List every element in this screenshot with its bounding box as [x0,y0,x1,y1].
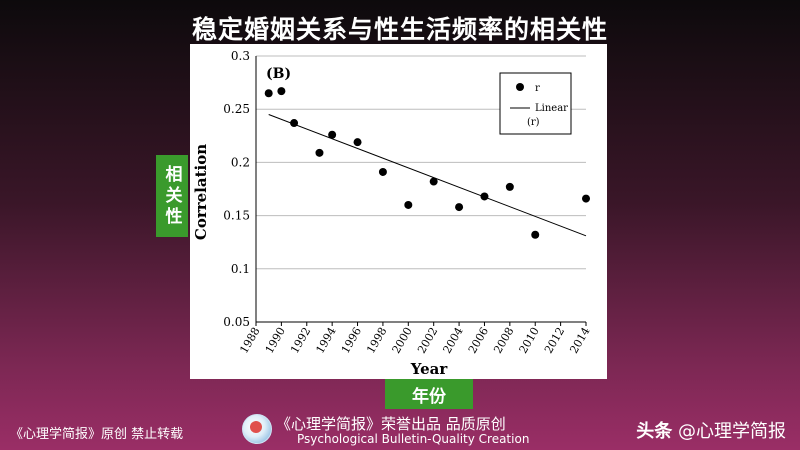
data-point [531,230,540,239]
copyright-note: 《心理学简报》原创 禁止转载 [10,427,184,442]
y-tick-label: 0.25 [223,102,250,116]
data-point [480,192,489,201]
x-tick-label: 1996 [339,325,364,356]
data-point [315,148,324,157]
legend-point-label: r [535,83,540,94]
data-point [429,177,438,186]
data-point [277,87,286,96]
y-tick-label: 0.15 [223,209,250,223]
page-title: 稳定婚姻关系与性生活频率的相关性 [191,15,608,44]
data-point [328,130,337,139]
x-tick-label: 1998 [364,325,389,356]
brand-tagline: 《心理学简报》荣誉出品 品质原创 [276,415,506,433]
x-tick-label: 2004 [440,325,465,356]
trend-layer [268,114,587,237]
x-tick-label: 2012 [542,325,567,356]
x-tick-label: 2002 [415,325,440,356]
data-point [404,200,413,209]
data-point [582,194,590,203]
x-tick-label: 2014 [567,325,592,356]
x-tick-label: 1994 [313,325,338,356]
chart-card: 0.05 0.1 0.15 0.2 0.25 0.3 1988 1990 1992 1994 199… [190,44,607,379]
account-handle: @心理学简报 [678,421,786,442]
x-axis-cn-label: 年份 [385,379,473,409]
x-tick-label: 2006 [466,325,491,356]
data-point [290,119,299,128]
legend: r Linear (r) [499,72,572,135]
y-axis-cn-label: 相关性 [156,155,188,237]
data-point [505,182,514,191]
x-tick-label: 1988 [237,325,262,356]
x-tick-label: 1990 [263,325,288,356]
trendline [268,114,587,237]
data-point [455,203,464,212]
data-point [353,138,362,147]
x-tick-label: 1992 [288,325,313,356]
y-tick-label: 0.3 [231,49,250,63]
data-point [378,167,387,176]
data-point [264,89,273,98]
platform-name: 头条 [636,421,673,442]
point-layer [264,87,590,239]
legend-line-label: Linear (r) [527,103,568,128]
brand-logo-icon [242,414,272,444]
y-axis-title: Correlation [192,144,210,240]
x-tick-label: 2010 [517,325,542,356]
panel-label: (B) [266,66,291,82]
y-tick-label: 0.1 [231,262,250,276]
platform-handle: 头条 @心理学简报 [636,417,786,443]
x-tick-label: 2000 [390,325,415,356]
y-tick-label: 0.05 [223,315,250,329]
x-axis-title: Year [410,360,449,378]
legend-point-marker [516,83,524,91]
brand-tagline-en: Psychological Bulletin-Quality Creation [297,432,530,446]
x-tick-label: 2008 [491,325,516,356]
y-tick-label: 0.2 [231,155,250,169]
legend-box [499,72,572,135]
